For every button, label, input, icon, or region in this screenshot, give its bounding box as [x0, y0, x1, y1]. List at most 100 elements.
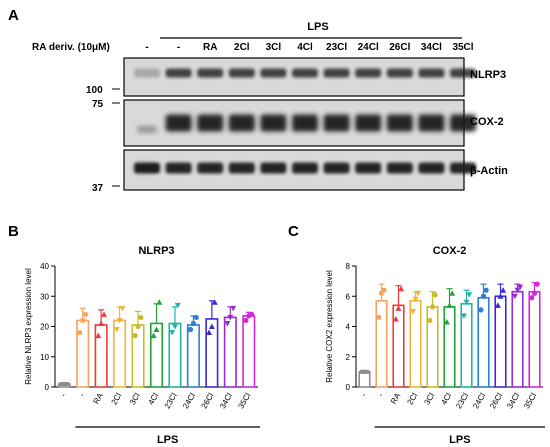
data-point: [517, 284, 524, 291]
data-point: [153, 326, 160, 333]
x-tick-label: 24Cl: [471, 391, 487, 410]
blot-band: [165, 68, 192, 78]
blot-band: [260, 162, 287, 174]
data-point: [429, 304, 436, 310]
y-tick-label: 30: [40, 292, 49, 301]
x-tick-label: 3Cl: [422, 391, 436, 406]
y-tick-label: 0: [45, 383, 50, 392]
mw-marker-100: 100: [86, 85, 103, 96]
x-tick-label: 2Cl: [110, 391, 124, 406]
data-point: [478, 307, 484, 313]
y-tick-label: 0: [346, 383, 351, 392]
y-axis-label: Relative COX2 expression level: [325, 270, 334, 383]
blot-strips: [123, 57, 476, 191]
blot-band: [418, 68, 445, 78]
blot-lane-label: 35Cl: [452, 42, 473, 53]
blot-band: [355, 114, 382, 132]
blot-band: [197, 114, 224, 132]
y-axis-label: Relative NLRP3 expression level: [24, 268, 33, 385]
data-point: [395, 305, 402, 311]
x-tick-label: 35Cl: [236, 391, 252, 410]
cox2-chart: COX-2 0 2 4 6 8 Relative COX2 expression level…: [325, 245, 545, 446]
bar: [528, 290, 541, 388]
data-point: [362, 369, 367, 374]
x-tick-label: 34Cl: [218, 391, 234, 410]
blot-band: [260, 68, 287, 78]
y-tick-label: 2: [346, 353, 351, 362]
data-point: [392, 315, 399, 322]
data-point: [193, 314, 199, 321]
bar: [205, 318, 219, 388]
y-tick-label: 4: [346, 323, 351, 332]
blot-treatment-label: RA deriv. (10μM): [32, 42, 110, 53]
blot-lane-labels: - - RA 2Cl 3Cl 4Cl 23Cl 24Cl 26Cl 34Cl 35Cl: [145, 42, 473, 53]
data-point: [138, 314, 144, 321]
group-label: LPS: [449, 434, 470, 446]
bar: [392, 304, 405, 388]
bar: [375, 299, 388, 388]
blot-band: [292, 114, 318, 132]
bar: [409, 299, 422, 388]
bar: [223, 316, 237, 388]
bar: [149, 322, 164, 388]
data-point: [249, 311, 255, 317]
data-point: [211, 299, 218, 305]
data-point: [169, 330, 176, 336]
data-point: [119, 305, 126, 312]
data-point: [206, 329, 213, 336]
blot-band: [355, 68, 382, 78]
x-tick-label: 23Cl: [163, 391, 179, 410]
data-point: [132, 332, 138, 339]
blot-lane-label: 23Cl: [326, 42, 347, 53]
data-point: [463, 299, 470, 306]
blot-band: [386, 114, 413, 132]
data-point: [494, 302, 501, 308]
data-point: [443, 318, 450, 325]
mw-marker-75: 75: [92, 99, 104, 110]
y-tick-label: 40: [40, 262, 49, 271]
data-point: [376, 315, 382, 320]
blot-band: [228, 162, 255, 174]
data-point: [190, 320, 197, 327]
band-label-actin: β-Actin: [470, 165, 508, 177]
y-tick-label: 20: [40, 323, 49, 332]
blot-band: [450, 114, 476, 132]
data-point: [80, 318, 85, 323]
x-tick-label: 35Cl: [522, 391, 538, 410]
bar: [186, 324, 200, 388]
panel-label-a: A: [8, 7, 19, 24]
data-point: [480, 293, 487, 299]
data-point: [511, 293, 518, 300]
blot-lane-label: -: [145, 42, 148, 53]
x-tick-label: -: [59, 391, 68, 398]
y-tick-label: 10: [40, 353, 49, 362]
data-point: [432, 292, 438, 298]
chart-title: NLRP3: [138, 245, 174, 257]
data-point: [531, 290, 538, 296]
blot-band: [165, 114, 192, 132]
band-label-cox2: COX-2: [470, 116, 504, 128]
x-tick-label: 4Cl: [146, 391, 160, 406]
bar: [358, 371, 371, 388]
data-point: [446, 302, 453, 308]
x-tick-label: 2Cl: [405, 391, 419, 406]
group-label: LPS: [157, 434, 178, 446]
band-label-nlrp3: NLRP3: [470, 69, 506, 81]
data-point: [449, 290, 456, 296]
x-tick-label: -: [359, 391, 368, 398]
data-point: [427, 317, 433, 324]
data-point: [460, 313, 467, 319]
blot-band: [137, 126, 157, 133]
data-point: [187, 326, 194, 333]
x-tick-label: -: [77, 391, 86, 398]
blot-band: [134, 162, 160, 174]
nlrp3-chart: NLRP3 0 10 20 30 40 Relative NLRP3 expression …: [24, 245, 260, 446]
data-point: [116, 317, 123, 324]
y-tick-label: 8: [346, 262, 351, 271]
data-point: [483, 287, 489, 293]
data-point: [379, 291, 384, 296]
blot-lane-label: 2Cl: [234, 42, 250, 53]
blot-band: [450, 162, 476, 174]
blot-lane-label: 26Cl: [389, 42, 410, 53]
data-point: [135, 323, 141, 330]
